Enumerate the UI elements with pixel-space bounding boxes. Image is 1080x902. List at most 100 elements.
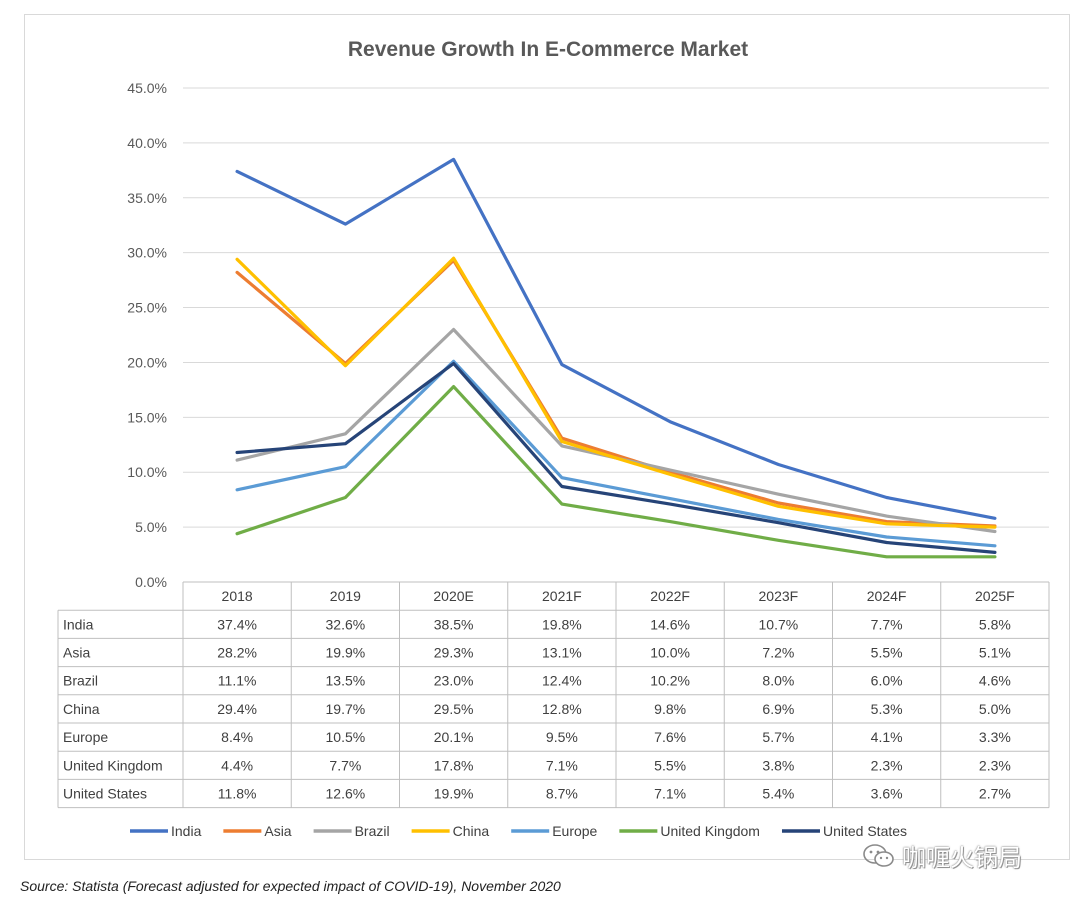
x-category-label: 2023F <box>759 588 799 604</box>
table-cell-value: 13.5% <box>326 673 366 689</box>
table-cell-value: 4.4% <box>221 757 253 773</box>
table-cell-value: 5.3% <box>871 701 903 717</box>
table-cell-value: 5.4% <box>762 786 794 802</box>
series-line-united-kingdom <box>235 385 997 559</box>
series-line-europe <box>235 359 997 548</box>
table-cell-value: 10.5% <box>326 729 366 745</box>
table-cell-value: 5.7% <box>762 729 794 745</box>
wechat-icon <box>863 843 894 867</box>
legend-label: Asia <box>264 823 291 839</box>
table-cell-value: 5.8% <box>979 616 1011 632</box>
legend-label: Europe <box>552 823 597 839</box>
chart-title: Revenue Growth In E-Commerce Market <box>348 38 748 61</box>
x-category-label: 2018 <box>222 588 253 604</box>
watermark-text: 咖喱火锅局 <box>902 845 1022 872</box>
table-row-label: United Kingdom <box>63 757 163 773</box>
table-cell-value: 5.1% <box>979 645 1011 661</box>
table-cell-value: 37.4% <box>217 616 257 632</box>
table-cell-value: 2.3% <box>979 757 1011 773</box>
y-tick-label: 40.0% <box>127 135 167 151</box>
x-category-label: 2024F <box>867 588 907 604</box>
series-line-china <box>235 256 997 529</box>
x-category-label: 2025F <box>975 588 1015 604</box>
table-row-label: Brazil <box>63 673 98 689</box>
table-cell-value: 7.7% <box>871 616 903 632</box>
series-line-united-states <box>235 361 997 555</box>
table-cell-value: 4.1% <box>871 729 903 745</box>
x-category-label: 2021F <box>542 588 582 604</box>
legend-label: China <box>453 823 490 839</box>
table-cell-value: 10.7% <box>759 616 799 632</box>
source-note: Source: Statista (Forecast adjusted for … <box>20 878 561 894</box>
table-cell-value: 6.9% <box>762 701 794 717</box>
table-cell-value: 5.5% <box>871 645 903 661</box>
table-cell-value: 19.7% <box>326 701 366 717</box>
table-cell-value: 5.5% <box>654 757 686 773</box>
table-cell-value: 8.7% <box>546 786 578 802</box>
table-cell-value: 19.9% <box>326 645 366 661</box>
table-cell-value: 11.8% <box>218 786 257 802</box>
y-tick-label: 0.0% <box>135 574 167 590</box>
table-cell-value: 7.7% <box>329 757 361 773</box>
table-cell-value: 2.7% <box>979 786 1011 802</box>
table-cell-value: 8.4% <box>221 729 253 745</box>
x-category-label: 2022F <box>650 588 690 604</box>
table-cell-value: 12.6% <box>326 786 366 802</box>
table-cell-value: 3.6% <box>871 786 903 802</box>
table-cell-value: 13.1% <box>542 645 582 661</box>
watermark: 咖喱火锅局 <box>862 838 1022 873</box>
table-cell-value: 14.6% <box>650 616 690 632</box>
series-line-india <box>235 157 997 520</box>
x-category-label: 2020E <box>433 588 473 604</box>
y-tick-label: 10.0% <box>127 464 167 480</box>
table-cell-value: 19.9% <box>434 786 474 802</box>
table-row-label: Europe <box>63 729 108 745</box>
table-cell-value: 5.0% <box>979 701 1011 717</box>
table-cell-value: 10.0% <box>650 645 690 661</box>
table-cell-value: 28.2% <box>217 645 257 661</box>
legend-label: United Kingdom <box>660 823 760 839</box>
table-cell-value: 32.6% <box>326 616 366 632</box>
x-category-label: 2019 <box>330 588 361 604</box>
table-cell-value: 6.0% <box>871 673 903 689</box>
y-axis-ticks: 45.0% 40.0% 35.0% 30.0% 25.0% 20.0% 15.0% 10.0%… <box>127 80 167 590</box>
table-cell-value: 38.5% <box>434 616 474 632</box>
table-cell-value: 19.8% <box>542 616 582 632</box>
table-cell-value: 3.8% <box>762 757 794 773</box>
table-cell-value: 29.4% <box>217 701 257 717</box>
table-cell-value: 20.1% <box>434 729 474 745</box>
table-cell-value: 17.8% <box>434 757 474 773</box>
legend: India Asia Brazil China Europe United Kingdom… <box>130 823 907 839</box>
table-cell-value: 23.0% <box>434 673 474 689</box>
table-cell-value: 7.2% <box>762 645 794 661</box>
table-cell-value: 3.3% <box>979 729 1011 745</box>
table-cell-value: 10.2% <box>650 673 690 689</box>
legend-label: India <box>171 823 202 839</box>
table-row-label: Asia <box>63 645 90 661</box>
table-cell-value: 12.8% <box>542 701 582 717</box>
table-cell-value: 2.3% <box>871 757 903 773</box>
table-cell-value: 11.1% <box>218 673 257 689</box>
y-tick-label: 25.0% <box>127 300 167 316</box>
table-row-label: India <box>63 616 94 632</box>
table-cell-value: 8.0% <box>762 673 794 689</box>
table-cell-value: 7.1% <box>654 786 686 802</box>
table-cell-value: 4.6% <box>979 673 1011 689</box>
y-tick-label: 15.0% <box>127 409 167 425</box>
y-tick-label: 20.0% <box>127 354 167 370</box>
data-table: 2018 2019 2020E 2021F 2022F 2023F 2024F 2025F In… <box>57 581 1050 809</box>
table-cell-value: 9.8% <box>654 701 686 717</box>
chart-frame <box>24 14 1070 860</box>
legend-label: Brazil <box>355 823 390 839</box>
table-cell-value: 7.1% <box>546 757 578 773</box>
table-cell-value: 7.6% <box>654 729 686 745</box>
y-tick-label: 35.0% <box>127 190 167 206</box>
table-cell-value: 9.5% <box>546 729 578 745</box>
table-cell-value: 12.4% <box>542 673 582 689</box>
table-row-label: United States <box>63 786 147 802</box>
y-tick-label: 5.0% <box>135 519 167 535</box>
y-tick-label: 30.0% <box>127 245 167 261</box>
table-cell-value: 29.5% <box>434 701 474 717</box>
table-cell-value: 29.3% <box>434 645 474 661</box>
